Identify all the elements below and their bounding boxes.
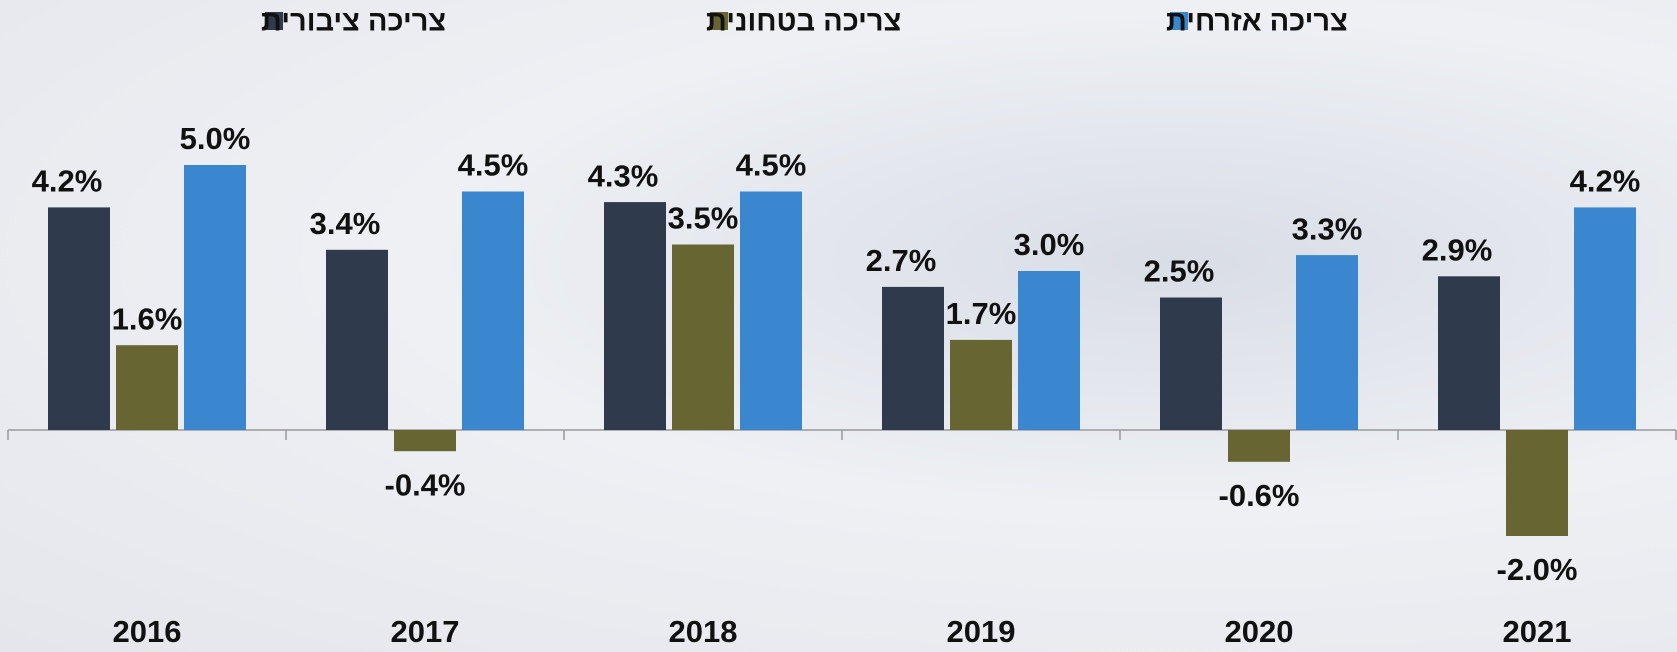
bar: [462, 192, 524, 431]
value-label: 1.7%: [946, 296, 1017, 331]
value-label: -2.0%: [1497, 552, 1578, 587]
x-tick-label: 2017: [391, 614, 460, 649]
value-label: -0.4%: [385, 467, 466, 502]
bar: [1506, 430, 1568, 536]
value-label: 4.5%: [458, 148, 529, 183]
bar: [394, 430, 456, 451]
bar: [604, 202, 666, 430]
bar: [740, 192, 802, 431]
value-label: 2.7%: [866, 243, 937, 278]
value-label: 4.2%: [32, 164, 103, 199]
value-label: 3.5%: [668, 201, 739, 236]
x-tick-label: 2016: [113, 614, 182, 649]
page: צריכה אזרחית צריכה בטחונית צריכה ציבורית 20…: [0, 0, 1677, 652]
bar: [950, 340, 1012, 430]
bar: [1018, 271, 1080, 430]
value-label: 4.2%: [1570, 164, 1641, 199]
bar: [184, 165, 246, 430]
x-tick-label: 2021: [1503, 614, 1572, 649]
value-label: 2.9%: [1422, 232, 1493, 267]
bar: [1296, 255, 1358, 430]
value-label: 4.5%: [736, 148, 807, 183]
value-label: -0.6%: [1219, 478, 1300, 513]
value-label: 3.3%: [1292, 211, 1363, 246]
legend-label: צריכה ציבורית: [261, 6, 446, 38]
bar: [1228, 430, 1290, 462]
bar: [326, 250, 388, 430]
x-tick-label: 2018: [669, 614, 738, 649]
bar: [48, 207, 110, 430]
value-label: 1.6%: [112, 301, 183, 336]
x-tick-label: 2020: [1225, 614, 1294, 649]
bar: [672, 245, 734, 431]
value-label: 2.5%: [1144, 254, 1215, 289]
x-tick-label: 2019: [947, 614, 1016, 649]
bar: [882, 287, 944, 430]
legend-label: צריכה אזרחית: [1166, 6, 1348, 38]
value-label: 4.3%: [588, 158, 659, 193]
bar: [1574, 207, 1636, 430]
value-label: 3.4%: [310, 206, 381, 241]
value-label: 3.0%: [1014, 227, 1085, 262]
bar: [1160, 298, 1222, 431]
chart: צריכה אזרחית צריכה בטחונית צריכה ציבורית 20…: [0, 0, 1677, 652]
value-label: 5.0%: [180, 121, 251, 156]
bar: [116, 345, 178, 430]
legend-label: צריכה בטחונית: [706, 6, 901, 38]
bar: [1438, 276, 1500, 430]
